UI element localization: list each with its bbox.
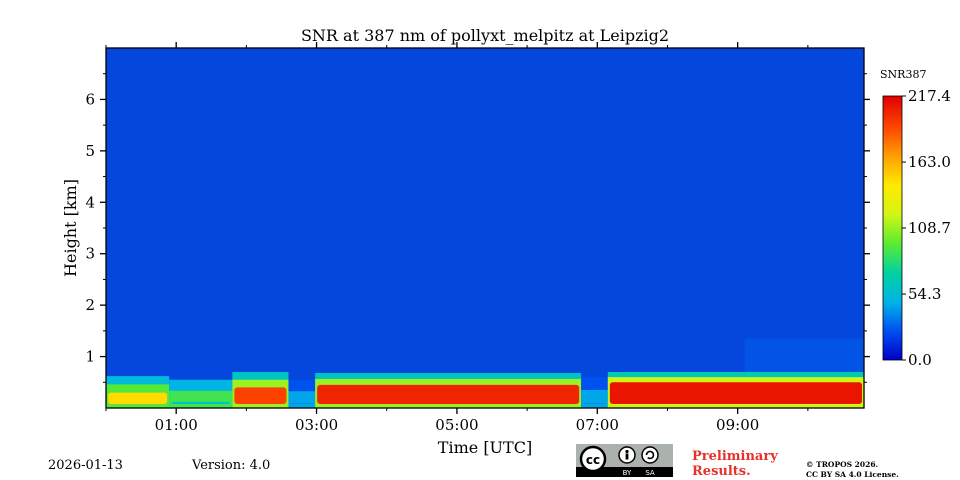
footer-version: Version: 4.0	[192, 458, 271, 473]
footer-date: 2026-01-13	[48, 458, 123, 473]
heatmap-band-mid-5	[581, 390, 608, 408]
heatmap-band-core-2	[234, 387, 287, 404]
x-tick-label-4: 09:00	[716, 416, 759, 434]
y-tick-label-1: 2	[85, 296, 95, 314]
y-tick-label-0: 1	[85, 348, 95, 366]
colorbar-ticks: 0.0 54.3 108.7 163.0 217.4	[902, 87, 951, 369]
badge-sharealike-icon	[645, 450, 655, 460]
colorbar-tick-label-3: 163.0	[908, 153, 951, 171]
y-tick-label-2: 3	[85, 245, 95, 263]
heatmap-band-core-0	[108, 392, 168, 404]
colorbar	[882, 95, 903, 361]
x-tick-label-3: 07:00	[576, 416, 619, 434]
colorbar-tick-label-0: 0.0	[908, 351, 932, 369]
cc-by-sa-badge: cc BY SA	[576, 444, 673, 477]
y-tick-label-5: 6	[85, 90, 95, 108]
chart-title: SNR at 387 nm of pollyxt_melpitz at Leip…	[301, 26, 669, 45]
x-tick-label-0: 01:00	[155, 416, 198, 434]
badge-by-text: BY	[623, 469, 632, 477]
y-tick-label-4: 5	[85, 142, 95, 160]
preliminary-note: Preliminary Results.	[692, 449, 778, 479]
colorbar-tick-label-4: 217.4	[908, 87, 951, 105]
badge-sa-text: SA	[645, 469, 655, 477]
colorbar-tick-label-2: 108.7	[908, 219, 951, 237]
y-axis-label: Height [km]	[61, 179, 80, 277]
heatmap-background	[106, 48, 864, 408]
heatmap-band-core-3	[290, 402, 314, 404]
heatmap-band-core-4	[317, 384, 580, 404]
badge-person-icon	[625, 449, 629, 454]
axes: 01:00 03:00 05:00 07:00 09:00 1 2 3 4 5 6	[85, 42, 870, 434]
x-axis-label: Time [UTC]	[438, 438, 532, 457]
heatmap-area	[106, 48, 864, 408]
badge-cc-text: cc	[586, 453, 600, 467]
colorbar-tick-label-1: 54.3	[908, 285, 941, 303]
preliminary-line-2: Results.	[692, 464, 751, 479]
license-line-1: © TROPOS 2026.	[806, 460, 879, 469]
heatmap-band-core-1	[171, 401, 231, 404]
license-line-2: CC BY SA 4.0 License.	[806, 470, 899, 479]
y-tick-label-3: 4	[85, 193, 95, 211]
x-tick-label-2: 05:00	[435, 416, 478, 434]
colorbar-label: SNR387	[880, 68, 926, 81]
preliminary-line-1: Preliminary	[692, 449, 778, 464]
heatmap-band-core-5	[583, 402, 606, 404]
license-note: © TROPOS 2026. CC BY SA 4.0 License.	[806, 460, 899, 480]
x-tick-label-1: 03:00	[295, 416, 338, 434]
heatmap-band-mid-1	[169, 390, 233, 408]
heatmap-band-core-6	[609, 382, 862, 404]
heatmap-band-mid-3	[288, 391, 316, 408]
